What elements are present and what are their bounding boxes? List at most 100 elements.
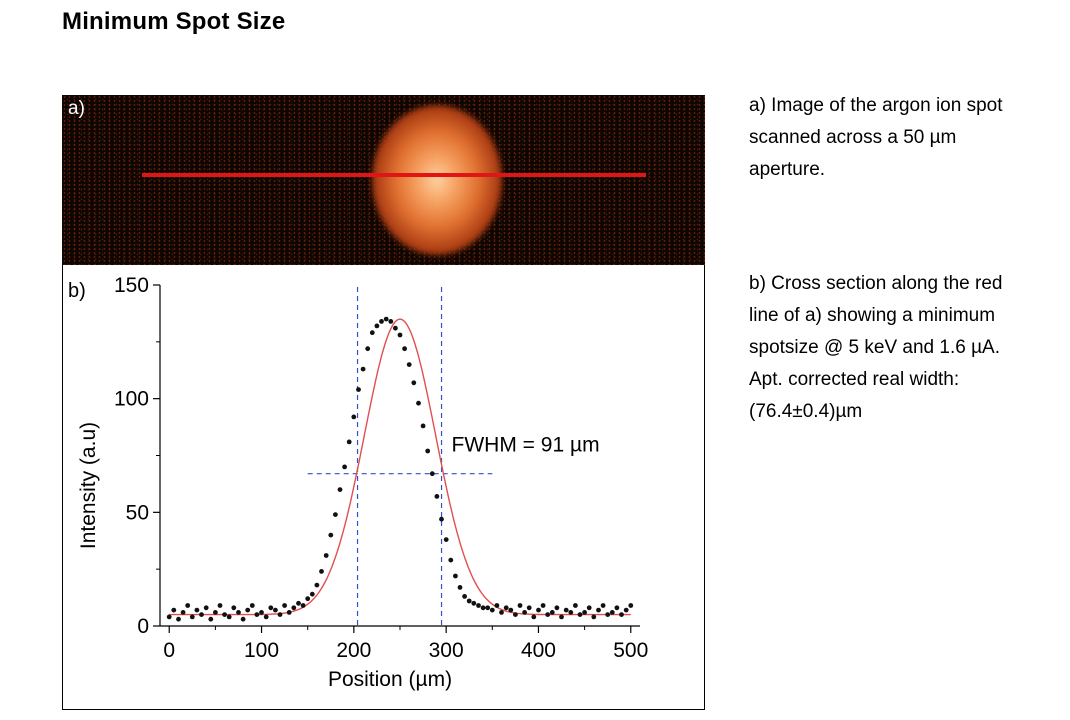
data-point [222,612,228,617]
data-point [536,607,541,613]
ion-spot-glow [372,105,502,255]
caption-a: a) Image of the argon ion spot scanned a… [749,90,1059,186]
data-point [245,607,251,613]
data-point [411,380,417,386]
data-point [439,516,444,522]
panel-b-label: b) [68,280,86,302]
cross-section-chart: b) 0 50 100 150 0 100 200 300 400 500 Position (µm… [62,265,705,710]
data-point [406,362,412,367]
data-point [254,612,260,617]
data-point [337,487,343,492]
data-point [559,614,564,620]
data-point [448,557,454,563]
data-point [513,612,518,617]
data-point [549,610,555,615]
data-point [217,603,223,608]
data-point [397,332,403,338]
data-point [263,614,269,620]
data-point [383,316,389,322]
x-tick-label: 200 [336,639,371,662]
data-point [171,607,177,613]
data-point [485,605,491,611]
data-point [240,616,246,622]
cross-section-line [142,173,646,177]
data-point [605,612,611,617]
data-point [499,610,504,615]
data-point [342,464,347,470]
data-point [425,448,431,454]
x-tick-label: 300 [429,639,464,662]
data-point [563,607,569,613]
y-tick-label: 150 [114,274,149,297]
data-point [522,610,527,615]
caption-a-line: scanned across a 50 µm [749,127,957,148]
data-point [300,603,306,608]
data-point [573,603,578,608]
data-point [379,319,384,324]
data-point [568,610,574,615]
data-point [286,610,292,615]
x-tick-label: 0 [163,639,175,662]
data-point [623,607,629,613]
caption-b-line: Apt. corrected real width: [749,369,960,390]
x-tick-label: 100 [244,639,279,662]
data-point [494,603,500,608]
data-point [314,582,320,588]
argon-spot-image: a) [62,95,705,265]
caption-a-line: a) Image of the argon ion spot [749,95,1003,116]
data-point [508,607,514,613]
data-point [236,610,241,615]
x-axis-label: Position (µm) [328,668,452,691]
data-point [282,603,287,608]
x-tick-label: 400 [521,639,556,662]
y-axis-label: Intensity (a.u) [77,422,100,549]
data-point [176,616,181,622]
data-point [180,610,186,615]
data-point [388,319,394,324]
data-point [226,614,232,620]
data-point [443,537,449,542]
data-point [249,603,255,608]
data-point [365,346,371,352]
data-point [194,607,200,613]
chart-svg: 0 50 100 150 0 100 200 300 400 500 Position (µm) In… [77,274,648,691]
data-point [517,603,523,608]
data-point [351,414,357,420]
data-point [189,614,195,620]
data-point [526,605,532,611]
data-point [614,605,620,611]
data-point [586,605,592,611]
data-point [531,614,537,620]
data-point [600,603,606,608]
data-point [277,612,283,617]
panel-a-label: a) [68,98,85,119]
data-point [273,607,278,613]
data-point [628,603,634,608]
y-tick-label: 0 [137,615,149,638]
data-point [199,612,204,617]
data-point [457,585,463,590]
data-point [420,423,426,429]
data-point [429,471,435,477]
data-point [213,610,218,615]
data-point [577,612,583,617]
data-point [402,346,407,352]
caption-a-line: aperture. [749,159,826,180]
data-point [480,605,486,611]
data-point [393,325,398,331]
data-point [471,600,477,606]
data-point [166,614,172,620]
data-point [360,366,366,372]
caption-b-line: (76.4±0.4)µm [749,401,863,422]
data-point [296,600,301,606]
data-point [596,607,601,613]
data-point [540,603,546,608]
data-point [476,603,481,608]
data-point [305,596,311,602]
fwhm-annotation: FWHM = 91 µm [452,434,600,457]
data-point [582,610,587,615]
data-point [434,494,440,499]
data-point [328,532,334,538]
data-point [554,605,560,611]
data-point [185,603,191,608]
